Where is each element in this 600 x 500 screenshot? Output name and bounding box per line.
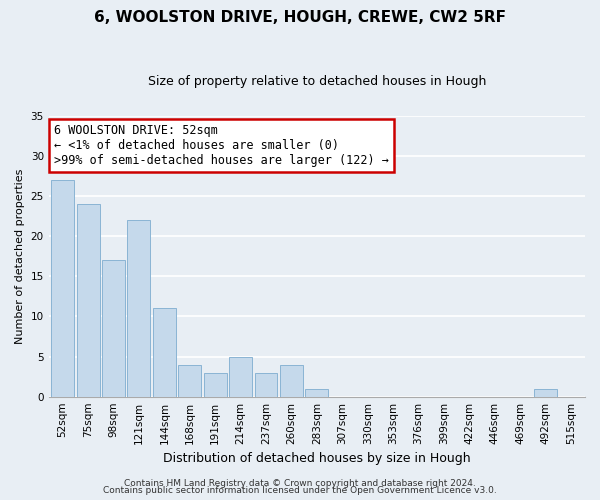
Text: Contains HM Land Registry data © Crown copyright and database right 2024.: Contains HM Land Registry data © Crown c… xyxy=(124,478,476,488)
Bar xyxy=(102,260,125,396)
Y-axis label: Number of detached properties: Number of detached properties xyxy=(15,168,25,344)
Text: 6 WOOLSTON DRIVE: 52sqm
← <1% of detached houses are smaller (0)
>99% of semi-de: 6 WOOLSTON DRIVE: 52sqm ← <1% of detache… xyxy=(54,124,389,167)
Bar xyxy=(178,364,201,396)
Bar xyxy=(229,356,252,397)
Text: Contains public sector information licensed under the Open Government Licence v3: Contains public sector information licen… xyxy=(103,486,497,495)
Bar xyxy=(153,308,176,396)
Bar xyxy=(204,372,227,396)
Bar xyxy=(534,388,557,396)
Text: 6, WOOLSTON DRIVE, HOUGH, CREWE, CW2 5RF: 6, WOOLSTON DRIVE, HOUGH, CREWE, CW2 5RF xyxy=(94,10,506,25)
X-axis label: Distribution of detached houses by size in Hough: Distribution of detached houses by size … xyxy=(163,452,470,465)
Bar xyxy=(280,364,303,396)
Bar xyxy=(254,372,277,396)
Title: Size of property relative to detached houses in Hough: Size of property relative to detached ho… xyxy=(148,75,486,88)
Bar xyxy=(305,388,328,396)
Bar xyxy=(51,180,74,396)
Bar xyxy=(127,220,151,396)
Bar xyxy=(77,204,100,396)
